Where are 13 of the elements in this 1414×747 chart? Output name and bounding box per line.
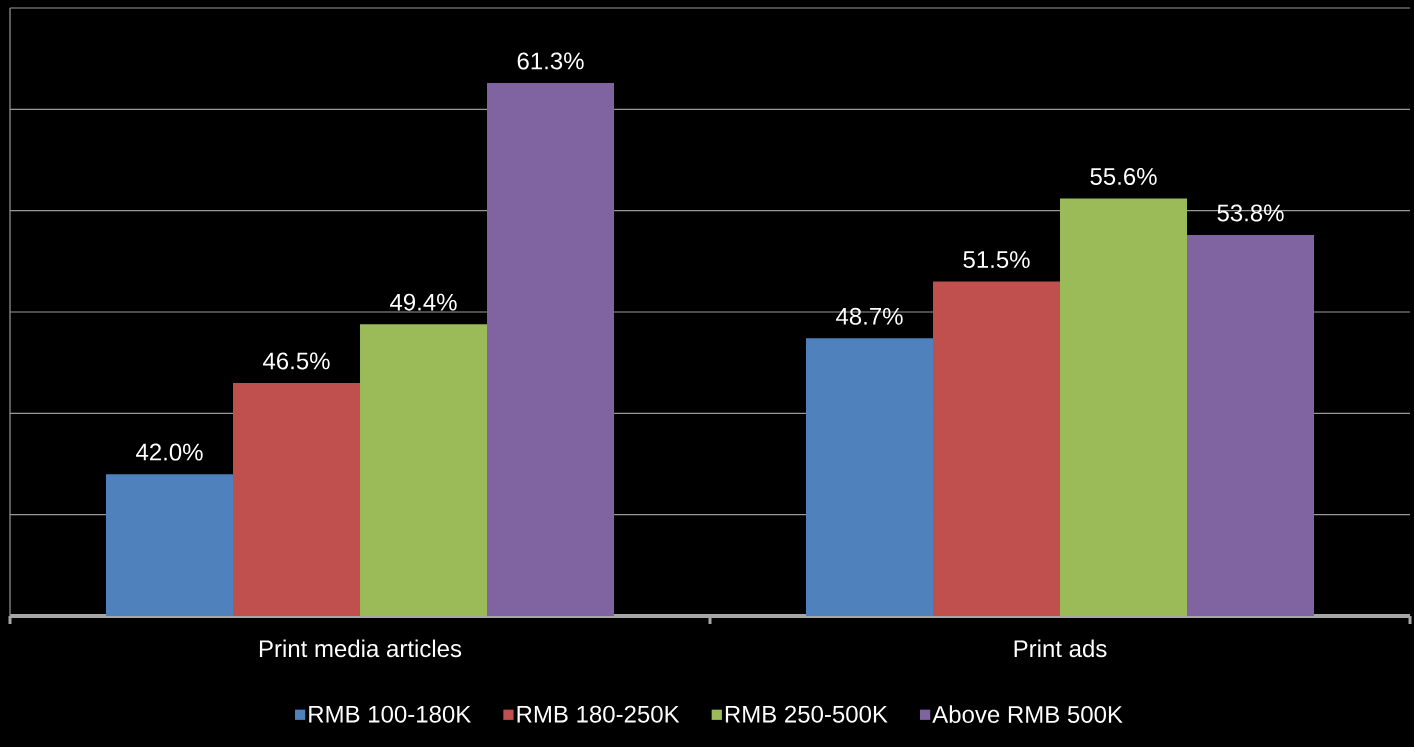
x-tick-label: Print media articles — [259, 639, 462, 658]
legend-label: RMB 250-500K — [725, 705, 888, 723]
data-label: 51.5% — [963, 251, 1030, 269]
x-tick-label: Print ads — [1014, 639, 1107, 658]
legend-label: RMB 180-250K — [517, 705, 680, 723]
data-label: 46.5% — [263, 352, 330, 370]
data-label: 55.6% — [1090, 167, 1157, 185]
data-label: 42.0% — [136, 443, 203, 461]
legend-label: RMB 100-180K — [309, 705, 472, 723]
data-label: 49.4% — [390, 293, 457, 311]
data-label: 61.3% — [517, 52, 584, 70]
legend-label: Above RMB 500K — [932, 705, 1123, 723]
data-label: 48.7% — [836, 307, 903, 325]
